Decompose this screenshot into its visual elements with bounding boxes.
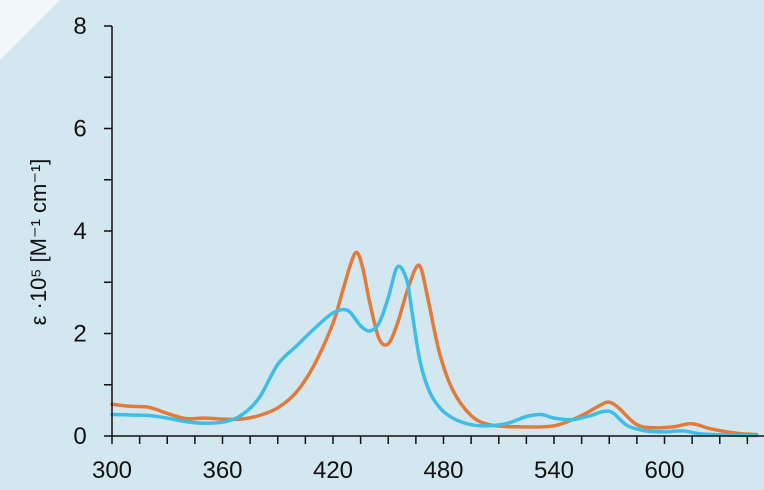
axis-layer: 0 2 4 6 8 300 360 420 480 540 600 xyxy=(73,13,764,484)
x-tick-label: 360 xyxy=(202,457,242,484)
series-line-2 xyxy=(110,264,759,438)
series-line-1 xyxy=(110,250,759,437)
x-tick-label: 420 xyxy=(313,457,353,484)
x-tick-label: 600 xyxy=(644,457,684,484)
y-axis-title: ε ·10⁵ [M⁻¹ cm⁻¹] xyxy=(26,159,51,326)
y-tick-label: 2 xyxy=(73,321,86,348)
y-tick-label: 0 xyxy=(73,423,86,450)
y-tick-label: 8 xyxy=(73,13,86,40)
x-tick-label: 540 xyxy=(534,457,574,484)
series-layer xyxy=(110,250,759,438)
x-tick-label: 480 xyxy=(423,457,463,484)
x-tick-label: 300 xyxy=(92,457,132,484)
y-tick-label: 4 xyxy=(73,218,86,245)
y-tick-label: 6 xyxy=(73,116,86,143)
